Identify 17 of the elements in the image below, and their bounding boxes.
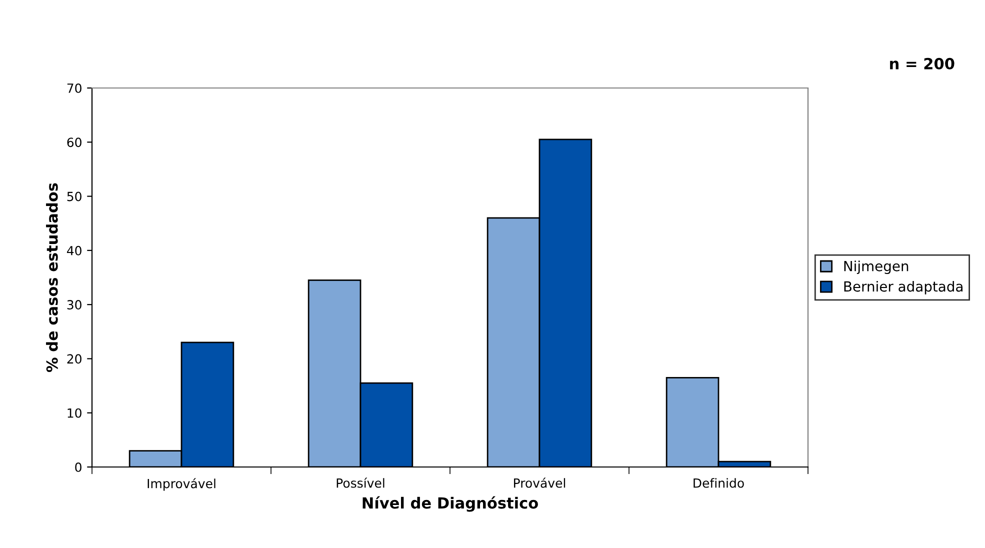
y-tick-label: 60 <box>67 138 82 148</box>
y-tick-label: 0 <box>75 462 82 472</box>
x-axis-title: Nível de Diagnóstico <box>362 496 538 512</box>
x-tick-label: Provável <box>514 478 566 488</box>
x-tick-label: Possível <box>336 478 384 488</box>
legend-label: Bernier adaptada <box>844 280 962 294</box>
x-tick-label: Definido <box>694 478 744 488</box>
x-tick-label: Improvável <box>148 478 216 491</box>
y-tick-label: 50 <box>67 192 82 202</box>
y-tick-label: 70 <box>67 83 82 93</box>
text: n = 200 <box>890 58 954 70</box>
y-tick-label: 10 <box>68 408 82 418</box>
y-tick-label: 30 <box>67 300 82 310</box>
legend-label: Nijmegen <box>844 260 908 274</box>
y-tick-label: 20 <box>67 354 82 364</box>
y-tick-label: 40 <box>66 246 82 256</box>
y-axis-title: % de casos estudados <box>46 183 58 372</box>
